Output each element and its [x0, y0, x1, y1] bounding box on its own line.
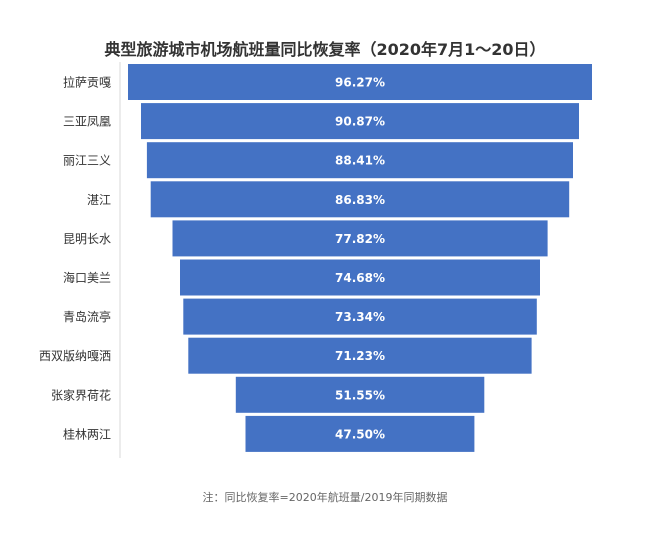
bar [235, 376, 485, 413]
bar [180, 259, 540, 296]
bar-value-label: 71.23% [335, 349, 385, 363]
bars-layer: 96.27% 拉萨贡嘎 90.87% 三亚凤凰 88.41% 丽江三义 86.83% 湛江 77… [39, 64, 592, 452]
bar-value-label: 47.50% [335, 427, 385, 441]
chart-title: 典型旅游城市机场航班量同比恢复率（2020年7月1～20日） [104, 40, 546, 59]
bar-value-label: 90.87% [335, 115, 385, 129]
category-label: 桂林两江 [63, 426, 111, 441]
bar-value-label: 73.34% [335, 310, 385, 324]
bar [172, 220, 548, 257]
bar-value-label: 74.68% [335, 271, 385, 285]
bar-value-label: 86.83% [335, 193, 385, 207]
category-label: 丽江三义 [63, 154, 111, 168]
bar-value-label: 88.41% [335, 154, 385, 168]
bar [146, 142, 573, 179]
category-label: 青岛流亭 [63, 309, 111, 324]
category-label: 西双版纳嘎洒 [39, 349, 111, 363]
bar-value-label: 51.55% [335, 388, 385, 402]
category-label: 三亚凤凰 [63, 115, 111, 129]
category-label: 湛江 [87, 193, 111, 207]
bar [141, 103, 579, 140]
bar [183, 298, 537, 335]
bar [188, 337, 532, 374]
bar-value-label: 77.82% [335, 232, 385, 246]
bar [150, 181, 570, 218]
bar-value-label: 96.27% [335, 76, 385, 90]
bar [128, 64, 592, 100]
category-label: 张家界荷花 [51, 387, 111, 402]
chart-note: 注：同比恢复率=2020年航班量/2019年同期数据 [202, 491, 448, 504]
category-label: 海口美兰 [63, 270, 111, 285]
bar [245, 415, 475, 452]
category-label: 拉萨贡嘎 [63, 75, 111, 90]
category-label: 昆明长水 [63, 232, 111, 246]
